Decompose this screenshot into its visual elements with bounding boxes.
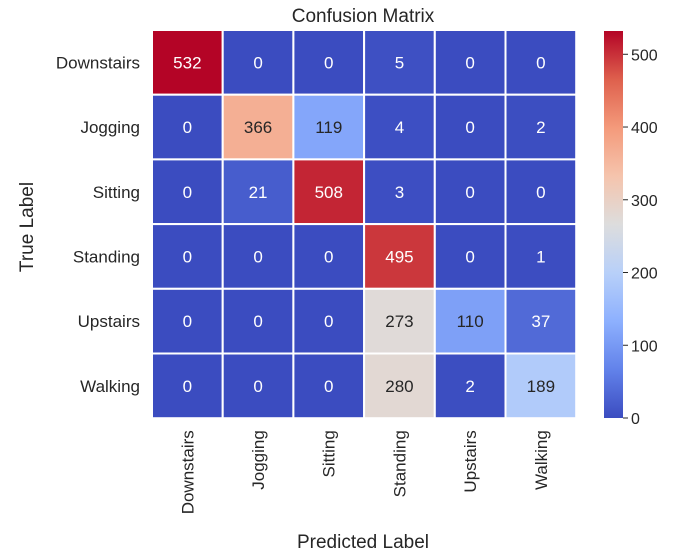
cell-value-label: 4 [395,118,404,137]
heatmap-cell [292,287,366,355]
cell-value-label: 0 [465,183,474,202]
cell-value-label: 2 [465,377,474,396]
colorbar-tick-label: 100 [631,338,658,355]
cell-value-label: 37 [531,312,550,331]
cell-value-label: 532 [173,53,201,72]
heatmap-cell [504,352,578,420]
x-tick-label: Downstairs [178,430,197,514]
cell-value-label: 0 [536,53,545,72]
x-tick-label: Sitting [320,430,339,477]
heatmap-cell [221,93,295,161]
heatmap-cell [221,223,295,290]
heatmap-cell [363,223,436,290]
heatmap-cell [433,287,507,355]
x-tick-label: Walking [532,430,551,490]
x-tick-label: Upstairs [461,430,480,492]
colorbar: 0 100 200 300 400 500 [604,31,658,428]
cell-value-label: 0 [465,53,474,72]
heatmap-cell [363,93,436,161]
colorbar-tick-label: 500 [631,47,658,64]
cell-value-label: 5 [395,53,404,72]
y-tick-label: Standing [73,247,140,266]
cell-value-label: 3 [395,183,404,202]
heatmap-cell [433,352,507,420]
heatmap-cell [504,287,578,355]
cell-value-label: 508 [315,183,343,202]
cell-value-label: 0 [465,247,474,266]
heatmap-cell [504,29,578,96]
cell-value-label: 0 [324,312,333,331]
cell-value-label: 0 [183,377,192,396]
cell-value-label: 0 [183,247,192,266]
heatmap-cell [151,29,224,96]
heatmap-cell [504,223,578,290]
heatmap-cell [151,223,224,290]
heatmap-cell [292,223,366,290]
y-tick-label: Walking [80,377,140,396]
heatmap-cell [363,158,436,226]
cell-value-label: 0 [253,312,262,331]
cell-value-label: 0 [324,53,333,72]
cell-value-label: 495 [385,247,413,266]
x-axis-label: Predicted Label [297,532,429,553]
y-axis-label: True Label [17,182,38,272]
cell-value-label: 2 [536,118,545,137]
cell-value-label: 0 [324,377,333,396]
cell-value-label: 21 [249,183,268,202]
heatmap-cell [221,29,295,96]
colorbar-tick-label: 0 [631,411,640,428]
cell-value-label: 110 [457,312,484,331]
colorbar-gradient [604,31,623,418]
cell-value-label: 0 [253,53,262,72]
cell-value-label: 366 [244,118,272,137]
x-tick-labels: Downstairs Jogging Sitting Standing Upstairs… [178,430,550,514]
heatmap-cell [221,158,295,226]
cell-value-label: 0 [324,247,333,266]
cell-value-label: 119 [315,118,342,137]
colorbar-tick-label: 300 [631,193,658,210]
cell-value-label: 0 [253,377,262,396]
chart-title: Confusion Matrix [292,6,435,27]
heatmap-cell [151,352,224,420]
cell-value-label: 189 [527,377,555,396]
cell-value-label: 0 [465,118,474,137]
y-tick-label: Downstairs [56,53,140,72]
cell-value-label: 0 [183,118,192,137]
colorbar-tick-label: 200 [631,266,658,283]
heatmap-cell [504,158,578,226]
x-tick-label: Standing [390,430,409,497]
colorbar-tick-label: 400 [631,120,658,137]
heatmap-cell [433,223,507,290]
y-tick-label: Upstairs [78,312,140,331]
y-tick-labels: Downstairs Jogging Sitting Standing Upstairs… [56,53,140,396]
heatmap-cell [363,352,436,420]
y-tick-label: Jogging [80,118,140,137]
cell-value-label: 0 [253,247,262,266]
y-tick-label: Sitting [93,183,140,202]
cell-value-label: 0 [183,183,192,202]
cell-value-label: 1 [536,247,545,266]
heatmap-cells: 532 0 0 5 0 0 0 366 119 4 0 2 0 21 508 3 0 0 0 0 0 495 0 1 0 0 0 27… [151,29,578,420]
heatmap-cell [433,158,507,226]
x-tick-label: Jogging [249,430,268,490]
cell-value-label: 0 [183,312,192,331]
cell-value-label: 273 [385,312,413,331]
cell-value-label: 0 [536,183,545,202]
cell-value-label: 280 [385,377,413,396]
heatmap-cell [504,93,578,161]
